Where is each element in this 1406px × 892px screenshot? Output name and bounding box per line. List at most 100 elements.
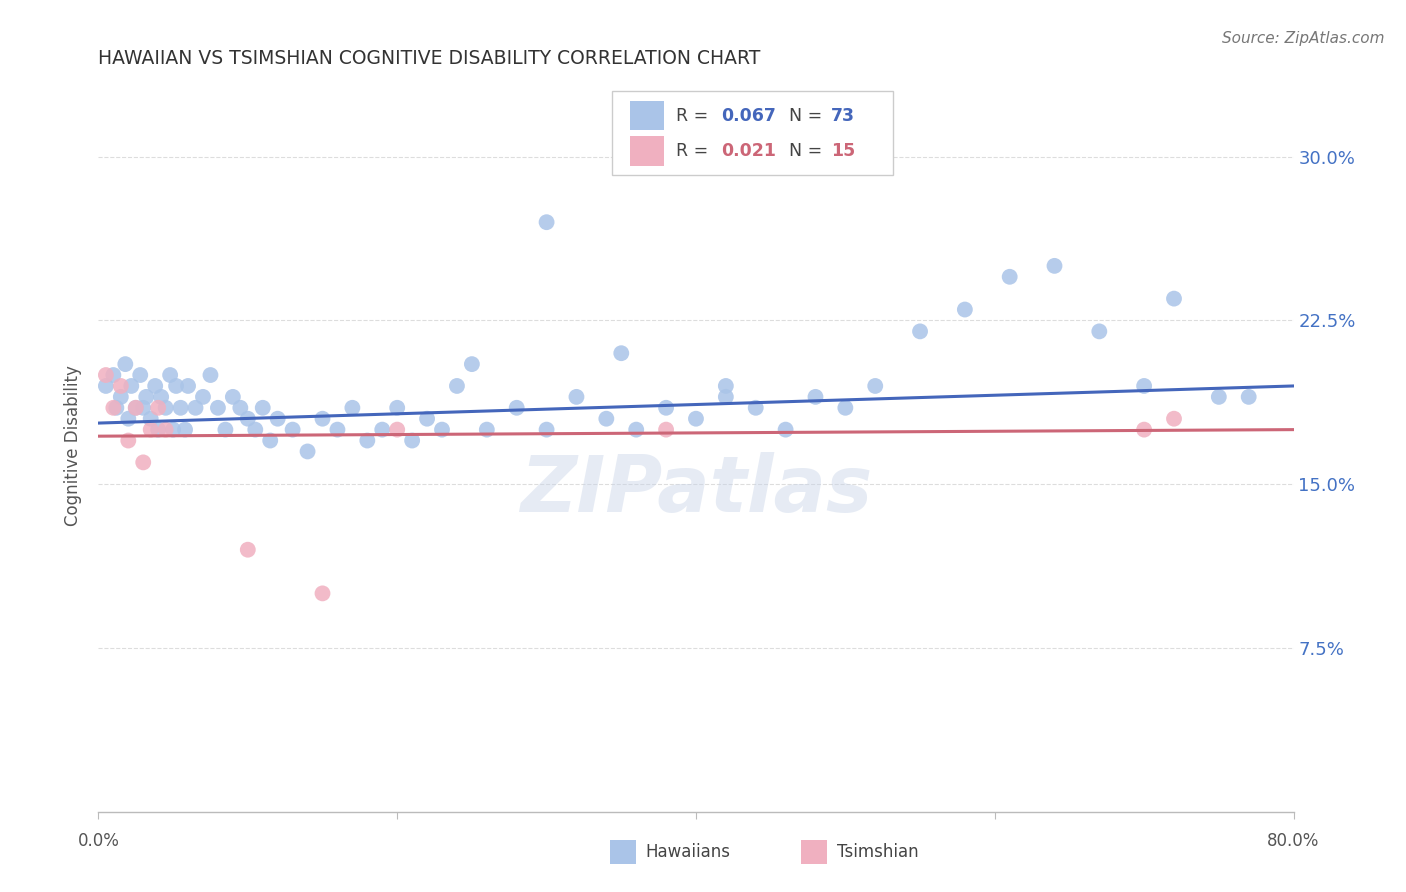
Point — [259, 434, 281, 448]
Point — [236, 411, 259, 425]
Point — [1237, 390, 1260, 404]
Point — [245, 423, 267, 437]
Text: R =: R = — [676, 142, 713, 160]
Point — [139, 423, 162, 437]
Point — [775, 423, 797, 437]
Text: 15: 15 — [831, 142, 855, 160]
Point — [132, 455, 155, 469]
Point — [94, 379, 117, 393]
Point — [1163, 292, 1185, 306]
Point — [311, 411, 333, 425]
Text: ZIPatlas: ZIPatlas — [520, 452, 872, 528]
Point — [1043, 259, 1066, 273]
Point — [342, 401, 364, 415]
Point — [110, 379, 132, 393]
Point — [506, 401, 529, 415]
Point — [103, 368, 125, 382]
Text: Source: ZipAtlas.com: Source: ZipAtlas.com — [1222, 31, 1385, 46]
Point — [804, 390, 827, 404]
Point — [1208, 390, 1230, 404]
Point — [129, 368, 152, 382]
Point — [103, 401, 125, 415]
Point — [1133, 379, 1156, 393]
Point — [595, 411, 617, 425]
Point — [222, 390, 245, 404]
Point — [326, 423, 349, 437]
Point — [371, 423, 394, 437]
Point — [148, 423, 170, 437]
Point — [745, 401, 768, 415]
Text: Hawaiians: Hawaiians — [645, 843, 731, 861]
Y-axis label: Cognitive Disability: Cognitive Disability — [65, 366, 83, 526]
Text: 0.067: 0.067 — [721, 107, 776, 125]
Point — [117, 411, 139, 425]
Point — [655, 401, 678, 415]
Point — [626, 423, 648, 437]
Point — [430, 423, 453, 437]
Point — [105, 401, 128, 415]
Point — [1088, 324, 1111, 338]
Point — [174, 423, 197, 437]
Text: R =: R = — [676, 107, 713, 125]
Point — [475, 423, 498, 437]
Point — [150, 390, 173, 404]
Point — [94, 368, 117, 382]
Point — [159, 368, 181, 382]
Point — [714, 379, 737, 393]
Point — [416, 411, 439, 425]
Point — [461, 357, 484, 371]
Point — [117, 434, 139, 448]
Point — [155, 423, 177, 437]
Point — [267, 411, 290, 425]
Point — [214, 423, 236, 437]
Point — [165, 379, 187, 393]
Text: N =: N = — [789, 142, 828, 160]
Point — [714, 390, 737, 404]
Point — [114, 357, 136, 371]
Point — [1133, 423, 1156, 437]
FancyBboxPatch shape — [613, 91, 893, 176]
Point — [162, 423, 184, 437]
Point — [191, 390, 214, 404]
Point — [865, 379, 887, 393]
Point — [125, 401, 148, 415]
Point — [446, 379, 468, 393]
Point — [120, 379, 142, 393]
FancyBboxPatch shape — [610, 840, 637, 863]
Point — [655, 423, 678, 437]
Point — [135, 390, 157, 404]
Point — [565, 390, 588, 404]
Point — [536, 215, 558, 229]
Point — [143, 379, 166, 393]
Point — [297, 444, 319, 458]
Point — [908, 324, 931, 338]
Point — [207, 401, 229, 415]
Point — [1163, 411, 1185, 425]
Point — [155, 401, 177, 415]
Point — [998, 269, 1021, 284]
FancyBboxPatch shape — [801, 840, 827, 863]
Point — [953, 302, 976, 317]
Point — [685, 411, 707, 425]
Point — [184, 401, 207, 415]
FancyBboxPatch shape — [630, 101, 664, 130]
Point — [125, 401, 148, 415]
Point — [356, 434, 378, 448]
Point — [132, 401, 155, 415]
Text: 73: 73 — [831, 107, 855, 125]
FancyBboxPatch shape — [630, 136, 664, 166]
Point — [200, 368, 222, 382]
Point — [385, 401, 409, 415]
Point — [385, 423, 409, 437]
Point — [139, 411, 162, 425]
Text: 0.021: 0.021 — [721, 142, 776, 160]
Point — [229, 401, 252, 415]
Point — [252, 401, 274, 415]
Point — [169, 401, 191, 415]
Text: 80.0%: 80.0% — [1267, 832, 1320, 850]
Point — [401, 434, 423, 448]
Point — [311, 586, 333, 600]
Point — [236, 542, 259, 557]
Text: N =: N = — [789, 107, 828, 125]
Point — [281, 423, 304, 437]
